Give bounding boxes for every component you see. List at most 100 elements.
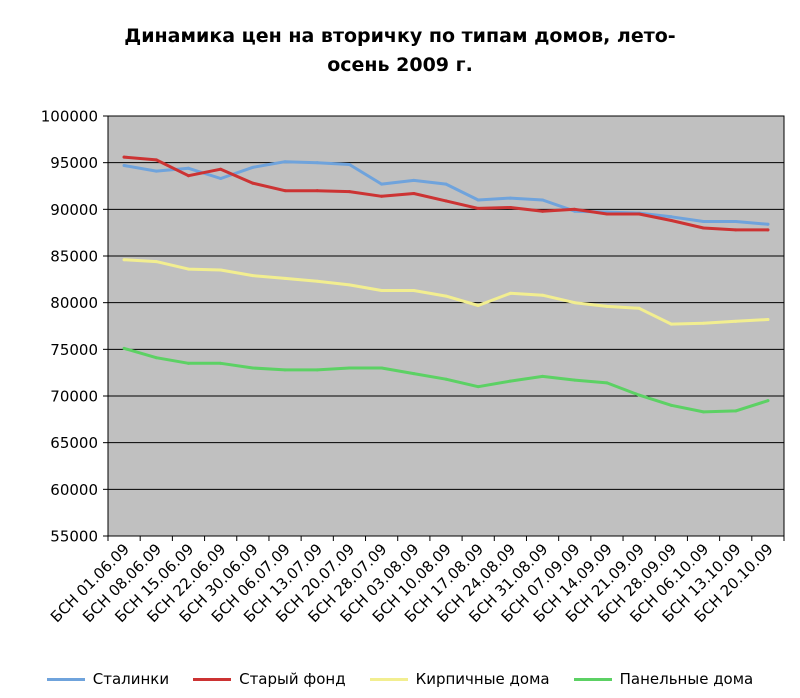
legend-label-panelnye: Панельные дома <box>619 670 754 688</box>
data-point <box>476 198 480 202</box>
data-point <box>476 303 480 307</box>
y-tick-label: 85000 <box>50 248 98 266</box>
data-point <box>637 393 641 397</box>
data-point <box>315 368 319 372</box>
data-point <box>541 293 545 297</box>
grid-lines <box>108 115 784 490</box>
data-point <box>412 178 416 182</box>
data-point <box>702 226 706 230</box>
data-point <box>669 322 673 326</box>
data-point <box>154 158 158 162</box>
legend-item-panelnye: Панельные дома <box>573 670 754 688</box>
data-point <box>734 228 738 232</box>
data-point <box>605 381 609 385</box>
legend: Сталинки Старый фонд Кирпичные дома Пане… <box>0 670 800 688</box>
legend-item-stary-fond: Старый фонд <box>193 670 346 688</box>
data-point <box>669 403 673 407</box>
data-point <box>219 167 223 171</box>
y-tick-label: 70000 <box>50 388 98 406</box>
data-point <box>186 267 190 271</box>
data-point <box>508 196 512 200</box>
data-point <box>766 317 770 321</box>
data-point <box>444 199 448 203</box>
data-point <box>669 215 673 219</box>
y-tick-label: 60000 <box>50 481 98 499</box>
data-point <box>283 189 287 193</box>
data-point <box>315 189 319 193</box>
legend-swatch-stary-fond <box>193 677 232 681</box>
data-point <box>122 346 126 350</box>
data-point <box>315 161 319 165</box>
data-point <box>702 219 706 223</box>
data-point <box>219 268 223 272</box>
data-point <box>508 205 512 209</box>
data-point <box>380 194 384 198</box>
data-point <box>702 321 706 325</box>
y-tick-label: 55000 <box>50 528 98 546</box>
data-point <box>251 366 255 370</box>
data-point <box>154 169 158 173</box>
plot-area <box>107 115 785 537</box>
data-point <box>444 294 448 298</box>
data-point <box>283 276 287 280</box>
data-point <box>766 399 770 403</box>
y-tick-label: 65000 <box>50 434 98 452</box>
data-point <box>734 219 738 223</box>
data-point <box>734 319 738 323</box>
data-point <box>154 260 158 264</box>
data-point <box>508 379 512 383</box>
series-старый-фонд <box>122 155 770 232</box>
legend-swatch-panelnye <box>573 677 612 681</box>
chart-title-line-2: осень 2009 г. <box>327 54 473 76</box>
data-point <box>251 181 255 185</box>
data-point <box>734 409 738 413</box>
y-tick-label: 75000 <box>50 341 98 359</box>
data-point <box>412 372 416 376</box>
chart-title: Динамика цен на вторичку по типам домов,… <box>0 22 800 80</box>
data-point <box>186 361 190 365</box>
data-point <box>380 182 384 186</box>
data-point <box>605 212 609 216</box>
y-tick-label: 90000 <box>50 201 98 219</box>
chart-title-line-1: Динамика цен на вторичку по типам домов,… <box>124 25 676 47</box>
data-point <box>573 378 577 382</box>
data-point <box>412 289 416 293</box>
data-point <box>508 291 512 295</box>
y-tick-label: 80000 <box>50 294 98 312</box>
series-lines <box>122 155 770 414</box>
data-point <box>347 366 351 370</box>
data-point <box>444 182 448 186</box>
data-point <box>186 174 190 178</box>
data-point <box>380 366 384 370</box>
data-point <box>476 206 480 210</box>
legend-label-stary-fond: Старый фонд <box>239 670 346 688</box>
data-point <box>380 289 384 293</box>
legend-swatch-stalinki <box>46 677 85 681</box>
data-point <box>573 301 577 305</box>
data-point <box>251 165 255 169</box>
data-point <box>702 410 706 414</box>
data-point <box>122 258 126 262</box>
legend-label-kirpichnye: Кирпичные дома <box>415 670 550 688</box>
data-point <box>412 191 416 195</box>
data-point <box>766 222 770 226</box>
data-point <box>283 160 287 164</box>
legend-item-kirpichnye: Кирпичные дома <box>369 670 550 688</box>
data-point <box>122 155 126 159</box>
legend-swatch-kirpichnye <box>369 677 408 681</box>
data-point <box>573 207 577 211</box>
data-point <box>605 304 609 308</box>
data-point <box>315 279 319 283</box>
data-point <box>347 283 351 287</box>
data-point <box>347 163 351 167</box>
data-point <box>219 361 223 365</box>
data-point <box>637 306 641 310</box>
data-point <box>154 356 158 360</box>
data-point <box>219 177 223 181</box>
series-панельные-дома <box>122 346 770 414</box>
y-tick-label: 100000 <box>41 108 98 126</box>
data-point <box>347 190 351 194</box>
data-point <box>637 212 641 216</box>
legend-label-stalinki: Сталинки <box>92 670 170 688</box>
